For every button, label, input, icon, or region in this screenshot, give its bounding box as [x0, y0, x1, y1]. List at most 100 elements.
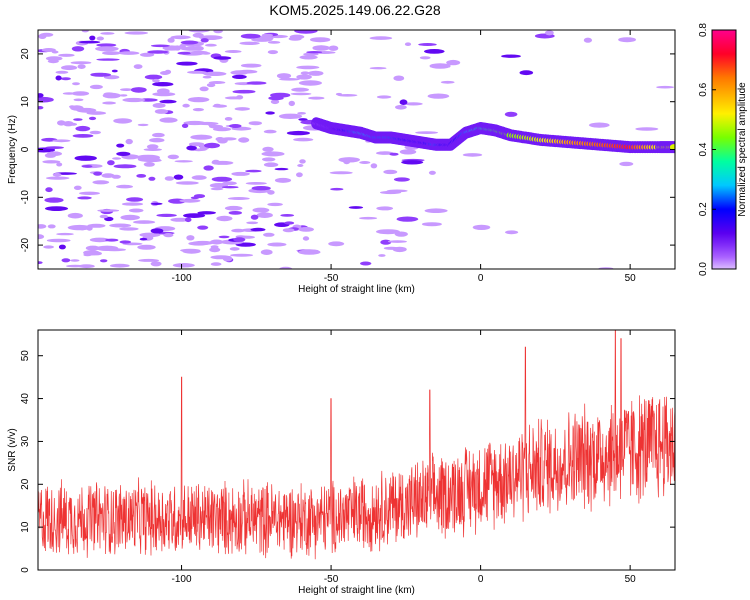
noise-blob	[280, 214, 295, 217]
noise-blob	[163, 233, 174, 238]
noise-blob	[263, 129, 277, 134]
noise-blob	[149, 138, 165, 143]
noise-blob	[348, 206, 364, 209]
noise-blob	[197, 211, 216, 215]
noise-blob	[56, 162, 63, 167]
noise-blob	[230, 253, 254, 257]
noise-blob	[182, 249, 201, 254]
noise-blob	[310, 37, 331, 43]
noise-blob	[256, 212, 273, 218]
noise-blob	[152, 82, 174, 87]
noise-blob	[232, 89, 256, 94]
noise-blob	[133, 220, 156, 224]
noise-blob	[44, 197, 64, 203]
noise-blob	[126, 197, 144, 202]
noise-blob	[427, 93, 450, 99]
noise-blob	[386, 189, 408, 193]
y-axis-label: Frequency (Hz)	[7, 115, 18, 184]
noise-blob	[52, 172, 62, 177]
noise-blob	[393, 177, 410, 182]
noise-blob	[240, 33, 261, 39]
noise-blob	[150, 261, 162, 267]
noise-blob	[213, 127, 232, 132]
noise-blob	[136, 174, 147, 178]
noise-blob	[213, 56, 232, 60]
noise-blob	[230, 70, 249, 75]
noise-blob	[187, 70, 207, 74]
noise-blob	[139, 52, 155, 57]
x-tick-label: -50	[324, 273, 339, 284]
noise-blob	[213, 30, 223, 34]
noise-blob	[176, 61, 198, 66]
noise-blob	[190, 134, 213, 140]
noise-blob	[404, 42, 412, 46]
noise-blob	[428, 170, 436, 175]
noise-blob	[359, 161, 371, 164]
noise-blob	[67, 224, 92, 231]
noise-blob	[45, 206, 68, 212]
noise-blob	[210, 262, 222, 266]
noise-blob	[121, 202, 144, 206]
noise-blob	[183, 120, 206, 126]
noise-blob	[181, 123, 189, 128]
x-axis-label: Height of straight line (km)	[298, 284, 415, 295]
noise-blob	[102, 51, 121, 55]
noise-blob	[429, 63, 451, 69]
noise-blob	[240, 63, 262, 68]
noise-blob	[369, 67, 387, 70]
noise-blob	[383, 246, 399, 250]
noise-blob	[154, 109, 168, 114]
noise-blob	[213, 103, 221, 107]
noise-blob	[360, 261, 372, 266]
noise-blob	[38, 106, 44, 110]
noise-blob	[206, 83, 216, 88]
noise-blob	[164, 176, 175, 181]
noise-blob	[297, 164, 304, 167]
noise-blob	[216, 215, 233, 222]
noise-blob	[150, 44, 170, 48]
noise-blob	[262, 36, 273, 41]
noise-blob	[415, 131, 439, 135]
noise-blob	[393, 75, 405, 81]
noise-blob	[231, 171, 250, 176]
y-tick-label: 50	[20, 350, 31, 362]
noise-blob	[298, 118, 308, 121]
noise-blob	[187, 97, 210, 103]
noise-blob	[303, 52, 319, 56]
noise-blob	[278, 113, 303, 120]
noise-blob	[505, 230, 519, 235]
colorbar-tick-label: 0.2	[698, 202, 709, 216]
y-tick-label: -20	[20, 237, 31, 252]
noise-blob	[274, 177, 292, 183]
noise-blob	[404, 102, 423, 106]
noise-blob	[118, 51, 140, 55]
noise-blob	[72, 134, 94, 138]
noise-blob	[186, 235, 195, 241]
noise-blob	[88, 116, 97, 121]
noise-blob	[167, 37, 175, 43]
noise-blob	[263, 162, 279, 167]
noise-blob	[209, 247, 221, 253]
noise-blob	[111, 69, 118, 73]
noise-blob	[81, 30, 89, 33]
noise-blob	[97, 209, 120, 212]
noise-blob	[302, 236, 310, 241]
ridge-point	[669, 144, 675, 151]
noise-blob	[61, 65, 78, 71]
noise-blob	[60, 77, 71, 81]
noise-blob	[125, 138, 133, 145]
noise-blob	[179, 198, 201, 203]
noise-blob	[501, 54, 521, 58]
x-axis-label: Height of straight line (km)	[298, 585, 415, 596]
noise-blob	[52, 139, 71, 143]
noise-blob	[589, 122, 610, 128]
noise-blob	[307, 70, 324, 76]
noise-blob	[186, 145, 197, 151]
noise-blob	[190, 196, 200, 200]
noise-blob	[81, 165, 93, 168]
noise-blob	[159, 117, 178, 123]
noise-blob	[618, 37, 636, 43]
noise-blob	[150, 228, 164, 234]
x-tick-label: 50	[625, 273, 637, 284]
